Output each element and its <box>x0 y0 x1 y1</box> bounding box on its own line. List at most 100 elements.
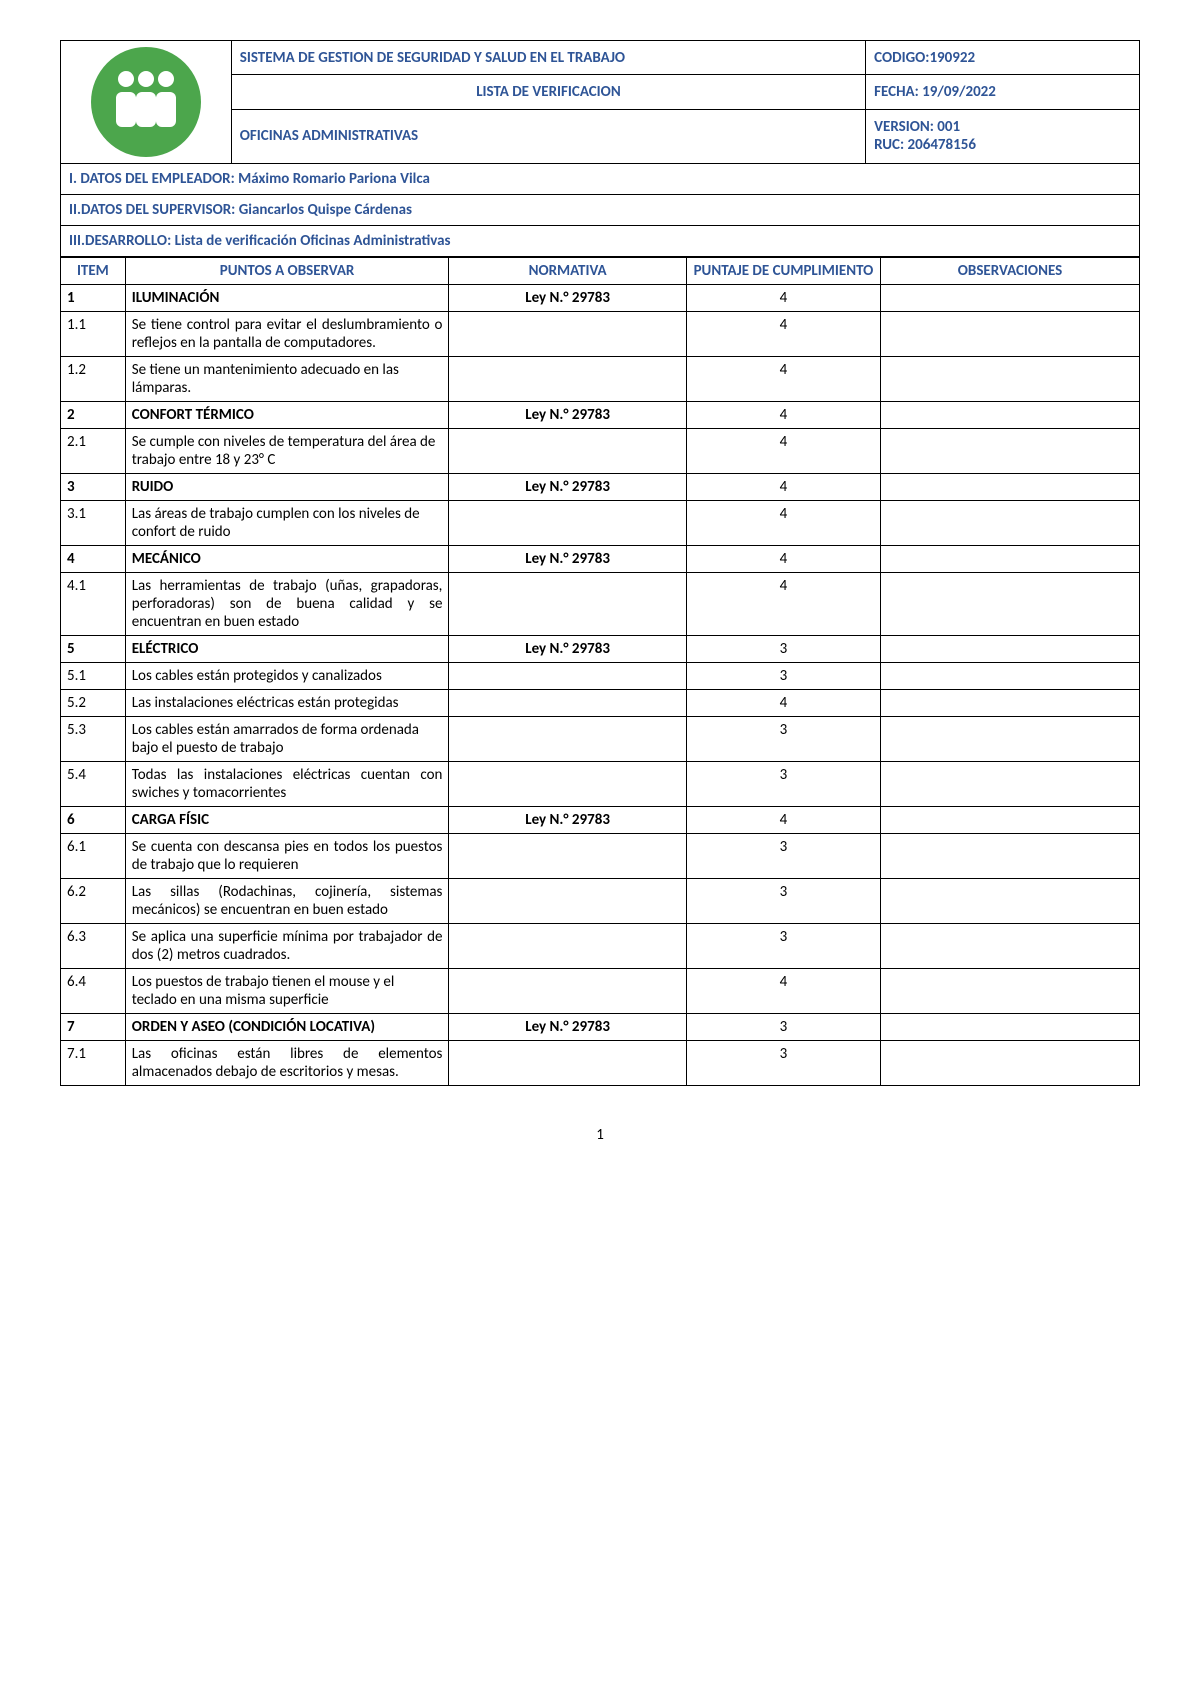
cell-observaciones <box>881 546 1140 573</box>
list-title-cell: LISTA DE VERIFICACION <box>231 75 865 109</box>
people-icon <box>106 64 186 141</box>
cell-observaciones <box>881 1041 1140 1086</box>
cell-puntaje: 3 <box>686 717 880 762</box>
table-row: 5.2Las instalaciones eléctricas están pr… <box>61 690 1140 717</box>
cell-item: 6.4 <box>61 969 126 1014</box>
cell-observaciones <box>881 807 1140 834</box>
logo-cell <box>61 41 232 164</box>
cell-puntos: Se aplica una superficie mínima por trab… <box>125 924 449 969</box>
cell-normativa <box>449 969 686 1014</box>
cell-puntos: Las instalaciones eléctricas están prote… <box>125 690 449 717</box>
table-row: 7.1Las oficinas están libres de elemento… <box>61 1041 1140 1086</box>
cell-item: 7 <box>61 1014 126 1041</box>
cell-puntaje: 4 <box>686 546 880 573</box>
cell-item: 5 <box>61 636 126 663</box>
cell-puntaje: 4 <box>686 312 880 357</box>
table-row: 1.1Se tiene control para evitar el deslu… <box>61 312 1140 357</box>
cell-normativa: Ley N.° 29783 <box>449 402 686 429</box>
cell-puntos: Las herramientas de trabajo (uñas, grapa… <box>125 573 449 636</box>
cell-item: 1 <box>61 285 126 312</box>
cell-puntaje: 4 <box>686 969 880 1014</box>
cell-item: 2 <box>61 402 126 429</box>
cell-observaciones <box>881 636 1140 663</box>
cell-puntos: Se cumple con niveles de temperatura del… <box>125 429 449 474</box>
cell-puntos: Las oficinas están libres de elementos a… <box>125 1041 449 1086</box>
table-row: 4MECÁNICOLey N.° 297834 <box>61 546 1140 573</box>
cell-normativa: Ley N.° 29783 <box>449 807 686 834</box>
cell-puntos: MECÁNICO <box>125 546 449 573</box>
cell-observaciones <box>881 474 1140 501</box>
cell-puntos: ILUMINACIÓN <box>125 285 449 312</box>
table-row: 2.1Se cumple con niveles de temperatura … <box>61 429 1140 474</box>
cell-puntos: ORDEN Y ASEO (CONDICIÓN LOCATIVA) <box>125 1014 449 1041</box>
cell-puntaje: 3 <box>686 663 880 690</box>
cell-normativa <box>449 762 686 807</box>
cell-normativa: Ley N.° 29783 <box>449 1014 686 1041</box>
section-1: I. DATOS DEL EMPLEADOR: Máximo Romario P… <box>61 164 1140 195</box>
cell-item: 5.2 <box>61 690 126 717</box>
table-row: 7ORDEN Y ASEO (CONDICIÓN LOCATIVA)Ley N.… <box>61 1014 1140 1041</box>
cell-puntos: CARGA FÍSIC <box>125 807 449 834</box>
cell-puntaje: 4 <box>686 573 880 636</box>
cell-normativa <box>449 924 686 969</box>
col-normativa-header: NORMATIVA <box>449 258 686 285</box>
cell-normativa <box>449 573 686 636</box>
cell-item: 6.1 <box>61 834 126 879</box>
cell-observaciones <box>881 663 1140 690</box>
table-row: 2CONFORT TÉRMICOLey N.° 297834 <box>61 402 1140 429</box>
table-row: 5.1Los cables están protegidos y canaliz… <box>61 663 1140 690</box>
codigo-label: CODIGO:190922 <box>874 49 975 67</box>
cell-puntos: Los cables están protegidos y canalizado… <box>125 663 449 690</box>
cell-item: 3 <box>61 474 126 501</box>
table-row: 1.2Se tiene un mantenimiento adecuado en… <box>61 357 1140 402</box>
version-label: VERSION: 001 <box>874 118 960 136</box>
cell-puntaje: 3 <box>686 1041 880 1086</box>
cell-normativa <box>449 1041 686 1086</box>
cell-normativa <box>449 690 686 717</box>
oficinas-label: OFICINAS ADMINISTRATIVAS <box>240 127 418 145</box>
cell-normativa <box>449 429 686 474</box>
cell-observaciones <box>881 879 1140 924</box>
table-row: 6.2Las sillas (Rodachinas, cojinería, si… <box>61 879 1140 924</box>
cell-observaciones <box>881 429 1140 474</box>
checklist-body: 1ILUMINACIÓNLey N.° 2978341.1Se tiene co… <box>61 285 1140 1086</box>
cell-item: 2.1 <box>61 429 126 474</box>
cell-puntos: Los cables están amarrados de forma orde… <box>125 717 449 762</box>
list-title: LISTA DE VERIFICACION <box>476 83 621 101</box>
cell-observaciones <box>881 312 1140 357</box>
cell-puntos: Los puestos de trabajo tienen el mouse y… <box>125 969 449 1014</box>
cell-puntaje: 4 <box>686 501 880 546</box>
cell-normativa <box>449 717 686 762</box>
cell-observaciones <box>881 285 1140 312</box>
col-observaciones-header: OBSERVACIONES <box>881 258 1140 285</box>
cell-normativa <box>449 312 686 357</box>
table-header-row: ITEM PUNTOS A OBSERVAR NORMATIVA PUNTAJE… <box>61 258 1140 285</box>
cell-observaciones <box>881 573 1140 636</box>
table-row: 6CARGA FÍSICLey N.° 297834 <box>61 807 1140 834</box>
cell-puntos: Todas las instalaciones eléctricas cuent… <box>125 762 449 807</box>
section-2: II.DATOS DEL SUPERVISOR: Giancarlos Quis… <box>61 195 1140 226</box>
cell-item: 5.3 <box>61 717 126 762</box>
cell-item: 6.3 <box>61 924 126 969</box>
cell-item: 6.2 <box>61 879 126 924</box>
page: SISTEMA DE GESTION DE SEGURIDAD Y SALUD … <box>60 40 1140 1144</box>
section-3: III.DESARROLLO: Lista de verificación Of… <box>61 226 1140 257</box>
cell-item: 3.1 <box>61 501 126 546</box>
table-row: 5.4Todas las instalaciones eléctricas cu… <box>61 762 1140 807</box>
cell-normativa <box>449 834 686 879</box>
cell-puntos: Se cuenta con descansa pies en todos los… <box>125 834 449 879</box>
system-title: SISTEMA DE GESTION DE SEGURIDAD Y SALUD … <box>240 49 625 67</box>
cell-puntos: Se tiene un mantenimiento adecuado en la… <box>125 357 449 402</box>
cell-puntos: RUIDO <box>125 474 449 501</box>
cell-observaciones <box>881 501 1140 546</box>
codigo-cell: CODIGO:190922 <box>866 41 1140 75</box>
cell-puntos: CONFORT TÉRMICO <box>125 402 449 429</box>
cell-puntaje: 4 <box>686 690 880 717</box>
cell-observaciones <box>881 357 1140 402</box>
cell-normativa: Ley N.° 29783 <box>449 546 686 573</box>
col-puntaje-header: PUNTAJE DE CUMPLIMIENTO <box>686 258 880 285</box>
cell-puntaje: 4 <box>686 285 880 312</box>
cell-puntos: ELÉCTRICO <box>125 636 449 663</box>
cell-observaciones <box>881 1014 1140 1041</box>
cell-puntaje: 4 <box>686 807 880 834</box>
